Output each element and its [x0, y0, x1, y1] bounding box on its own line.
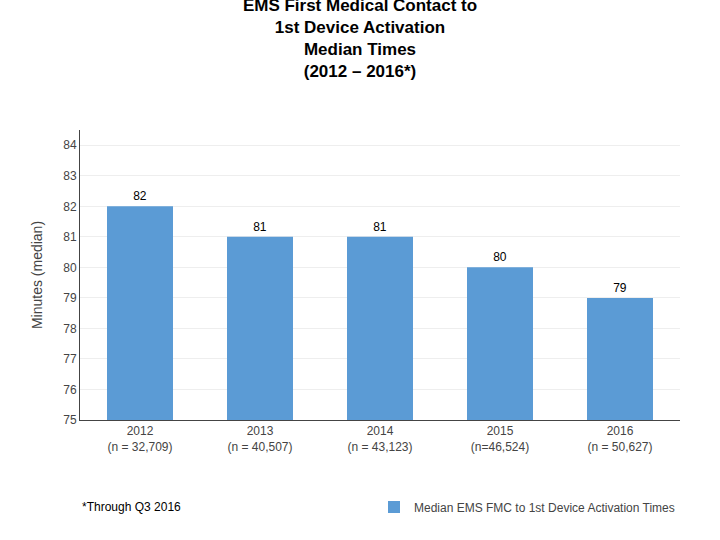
svg-text:81: 81	[63, 230, 77, 244]
svg-text:75: 75	[63, 413, 77, 427]
svg-text:81: 81	[253, 220, 267, 234]
svg-text:80: 80	[63, 261, 77, 275]
svg-text:2012(n = 32,709): 2012(n = 32,709)	[107, 424, 172, 454]
svg-text:2014(n = 43,123): 2014(n = 43,123)	[347, 424, 412, 454]
svg-text:82: 82	[63, 200, 77, 214]
svg-text:2016(n = 50,627): 2016(n = 50,627)	[587, 424, 652, 454]
svg-text:78: 78	[63, 322, 77, 336]
svg-text:77: 77	[63, 352, 77, 366]
svg-text:82: 82	[133, 189, 147, 203]
svg-text:2013(n = 40,507): 2013(n = 40,507)	[227, 424, 292, 454]
svg-text:81: 81	[373, 220, 387, 234]
svg-text:83: 83	[63, 169, 77, 183]
svg-text:80: 80	[493, 250, 507, 264]
svg-text:*Through Q3 2016: *Through Q3 2016	[82, 500, 181, 514]
svg-text:Minutes (median): Minutes (median)	[29, 221, 45, 329]
svg-text:2015(n=46,524): 2015(n=46,524)	[471, 424, 529, 454]
svg-text:79: 79	[613, 281, 627, 295]
svg-text:84: 84	[63, 138, 77, 152]
svg-text:Median EMS FMC to 1st Device A: Median EMS FMC to 1st Device Activation …	[414, 501, 675, 515]
svg-text:79: 79	[63, 291, 77, 305]
svg-text:76: 76	[63, 383, 77, 397]
svg-text:EMS First Medical Contact to1s: EMS First Medical Contact to1st Device A…	[243, 0, 477, 81]
